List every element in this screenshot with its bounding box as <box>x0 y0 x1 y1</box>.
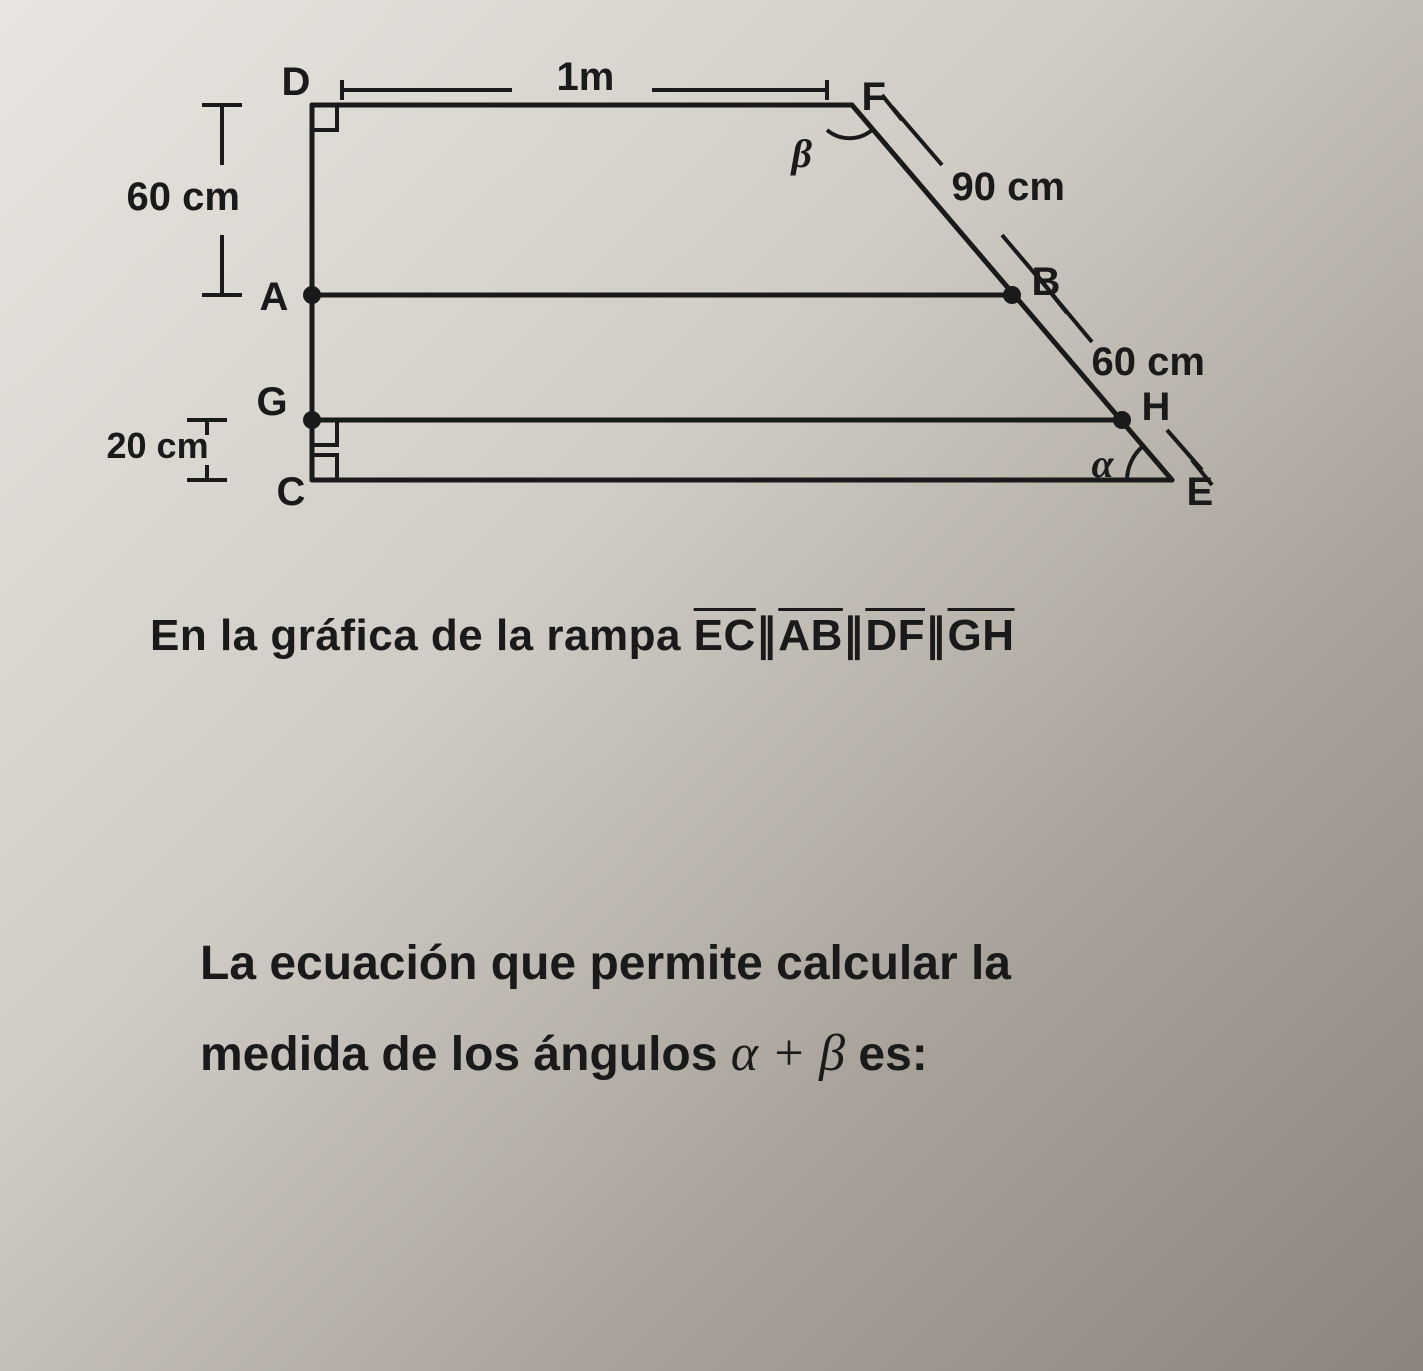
label-G: G <box>257 380 288 425</box>
question-math: α + β <box>731 1025 845 1082</box>
label-B: B <box>1032 260 1061 305</box>
measure-FB: 90 cm <box>952 165 1065 210</box>
caption-seg1: EC <box>694 611 756 660</box>
measure-GC: 20 cm <box>107 425 209 467</box>
label-A: A <box>260 275 289 320</box>
question-line2a: medida de los ángulos <box>200 1028 731 1081</box>
diagram-caption: En la gráfica de la rampa EC∥AB∥DF∥GH <box>90 610 1333 661</box>
question-text: La ecuación que permite calcular la medi… <box>90 921 1333 1101</box>
point-G-dot <box>303 411 321 429</box>
right-angle-D <box>312 105 337 130</box>
measure-DA: 60 cm <box>127 175 240 220</box>
angle-alpha-arc <box>1127 447 1142 480</box>
label-H: H <box>1142 385 1171 430</box>
caption-par2: ∥ <box>843 611 866 660</box>
question-line2b: es: <box>858 1028 927 1081</box>
label-C: C <box>277 470 306 515</box>
measure-BE: 60 cm <box>1092 340 1205 385</box>
label-E: E <box>1187 470 1214 515</box>
point-H-dot <box>1113 411 1131 429</box>
angle-beta: β <box>792 130 813 177</box>
page-root: D F A B G H C E 1m 60 cm 20 cm 90 cm 60 … <box>0 0 1423 1371</box>
point-A-dot <box>303 286 321 304</box>
right-angle-C <box>312 455 337 480</box>
ramp-diagram: D F A B G H C E 1m 60 cm 20 cm 90 cm 60 … <box>92 70 1332 590</box>
caption-par1: ∥ <box>756 611 779 660</box>
dim-BE-line-top <box>1057 300 1092 342</box>
angle-beta-arc <box>827 130 872 138</box>
caption-seg4: GH <box>948 611 1015 660</box>
question-line2: medida de los ángulos α + β es: <box>200 1007 1223 1101</box>
question-line1: La ecuación que permite calcular la <box>200 921 1223 1007</box>
caption-par3: ∥ <box>925 611 948 660</box>
caption-seg2: AB <box>778 611 843 660</box>
label-F: F <box>862 75 886 120</box>
dim-FB-line-top <box>892 107 942 165</box>
point-B-dot <box>1003 286 1021 304</box>
caption-seg3: DF <box>865 611 925 660</box>
label-D: D <box>282 60 311 105</box>
measure-DF: 1m <box>557 55 615 100</box>
angle-alpha: α <box>1092 440 1114 487</box>
caption-prefix: En la gráfica de la rampa <box>150 611 694 660</box>
